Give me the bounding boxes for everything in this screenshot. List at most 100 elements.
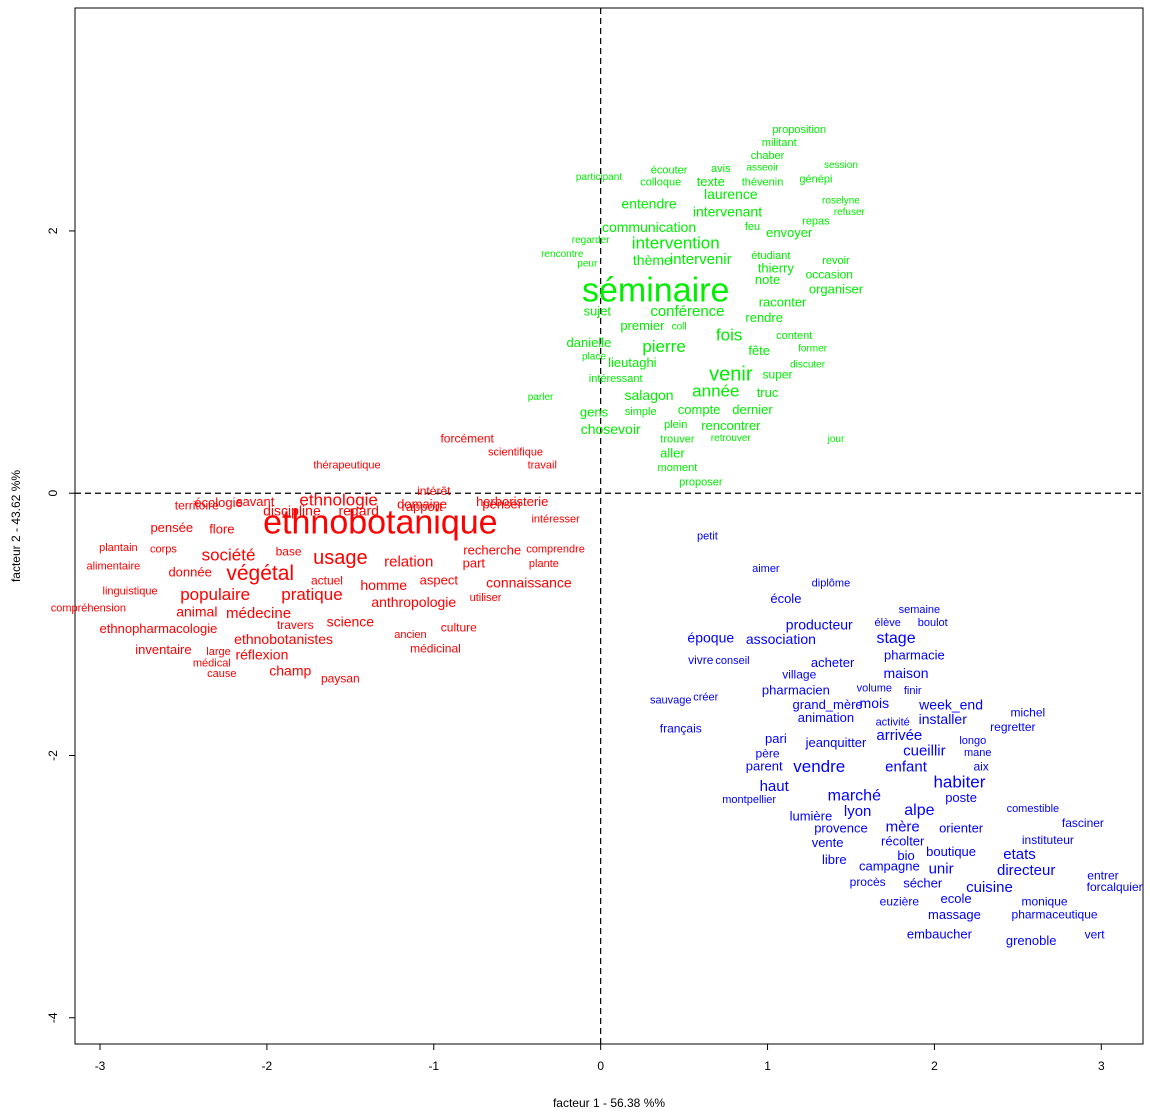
word-label: cuisine — [966, 879, 1013, 896]
word-label: recherche — [463, 542, 521, 557]
word-label: corps — [150, 544, 177, 556]
word-label: comprendre — [526, 544, 585, 556]
word-label: aller — [660, 445, 685, 460]
word-label: participant — [576, 172, 622, 183]
word-label: avis — [711, 163, 731, 175]
x-axis-label: facteur 1 - 56.38 %% — [553, 1096, 665, 1110]
word-label: acheter — [811, 655, 855, 670]
word-label: lyon — [844, 803, 872, 820]
word-label: vivre — [688, 653, 714, 667]
word-label: thérapeutique — [313, 460, 380, 472]
word-label: animal — [176, 603, 217, 619]
word-label: orienter — [939, 820, 984, 835]
word-label: relation — [384, 554, 433, 571]
word-label: former — [798, 344, 828, 355]
word-label: animation — [798, 710, 854, 725]
word-label: jour — [827, 434, 845, 445]
word-label: forcalquier — [1087, 880, 1143, 894]
word-label: aix — [973, 759, 988, 773]
word-label: plantain — [99, 542, 138, 554]
word-label: intérêt — [417, 484, 451, 498]
word-label: rendre — [745, 310, 783, 325]
word-label: euzière — [880, 895, 920, 909]
word-label: rencontre — [541, 249, 584, 260]
word-label: fois — [716, 325, 742, 344]
reference-lines — [75, 8, 1143, 1044]
word-label: parler — [528, 392, 554, 403]
word-label: territoire — [175, 499, 219, 513]
word-label: forcément — [440, 432, 494, 446]
word-label: intervention — [632, 234, 720, 253]
word-label: texte — [697, 174, 725, 189]
word-label: penser — [482, 496, 522, 511]
word-label: militant — [762, 137, 797, 149]
word-label: communication — [602, 219, 696, 235]
word-label: asseoir — [746, 163, 779, 174]
word-label: stage — [876, 630, 915, 647]
word-label: thierry — [758, 260, 795, 275]
word-label: habiter — [933, 773, 985, 792]
word-label: ethnologie — [299, 491, 377, 510]
word-label: occasion — [806, 268, 853, 282]
word-label: refuser — [834, 207, 866, 218]
word-label: embaucher — [907, 927, 973, 942]
word-label: champ — [269, 662, 311, 678]
word-label: parent — [746, 759, 783, 774]
word-label: scientifique — [488, 446, 543, 458]
word-label: médicinal — [410, 641, 461, 655]
word-label: entendre — [621, 195, 676, 211]
word-label: travail — [528, 460, 557, 472]
word-label: rapport — [401, 499, 443, 514]
word-label: coll — [672, 321, 687, 332]
word-label: intéressant — [589, 373, 643, 385]
word-label: populaire — [180, 585, 250, 604]
word-label: premier — [620, 318, 665, 333]
word-label: regard — [338, 502, 378, 518]
word-label: content — [776, 330, 812, 342]
word-label: raconter — [759, 295, 807, 310]
word-label: alimentaire — [86, 561, 140, 573]
word-label: truc — [757, 385, 779, 400]
word-label: génépi — [799, 174, 832, 186]
word-label: cause — [207, 668, 236, 680]
word-label: bio — [897, 848, 914, 863]
word-label: danielle — [567, 335, 612, 350]
word-label: mois — [860, 695, 890, 711]
word-label: écouter — [651, 165, 688, 177]
word-label: michel — [1011, 706, 1046, 720]
word-label: ethnobotanistes — [234, 631, 333, 647]
word-label: semaine — [899, 604, 941, 616]
word-label: regarder — [572, 235, 610, 246]
word-label: directeur — [997, 862, 1055, 879]
y-tick-label: 2 — [46, 227, 60, 234]
word-label: étudiant — [751, 250, 790, 262]
word-label: discuter — [790, 359, 826, 370]
word-label: intervenir — [670, 251, 732, 268]
word-label: vert — [1085, 927, 1106, 941]
word-label: mane — [964, 747, 992, 759]
word-label: sujet — [584, 304, 612, 319]
word-label: mère — [886, 819, 920, 836]
word-label: unir — [929, 861, 954, 878]
word-label: large — [206, 646, 230, 658]
x-tick-label: 3 — [1098, 1059, 1105, 1073]
word-label: compte — [678, 402, 721, 417]
word-label: connaissance — [486, 574, 572, 590]
word-label: vendre — [793, 757, 845, 776]
word-label: simple — [625, 406, 657, 418]
word-label: part — [463, 555, 486, 570]
word-label: procès — [850, 875, 886, 889]
word-label: domaine — [397, 496, 447, 511]
word-label: donnée — [168, 565, 211, 580]
word-label: lieutaghi — [608, 355, 657, 370]
word-label: grand_mère — [793, 697, 863, 712]
x-tick-label: -1 — [428, 1059, 439, 1073]
word-label: retrouver — [711, 433, 752, 444]
word-label: thévenin — [742, 176, 784, 188]
y-tick-label: -2 — [46, 750, 60, 761]
y-axis: -4 -2 0 2 — [46, 227, 75, 1023]
word-label: fasciner — [1062, 816, 1104, 830]
word-label: super — [763, 367, 793, 381]
plot-frame — [74, 7, 1144, 1045]
word-label: actuel — [311, 573, 343, 587]
